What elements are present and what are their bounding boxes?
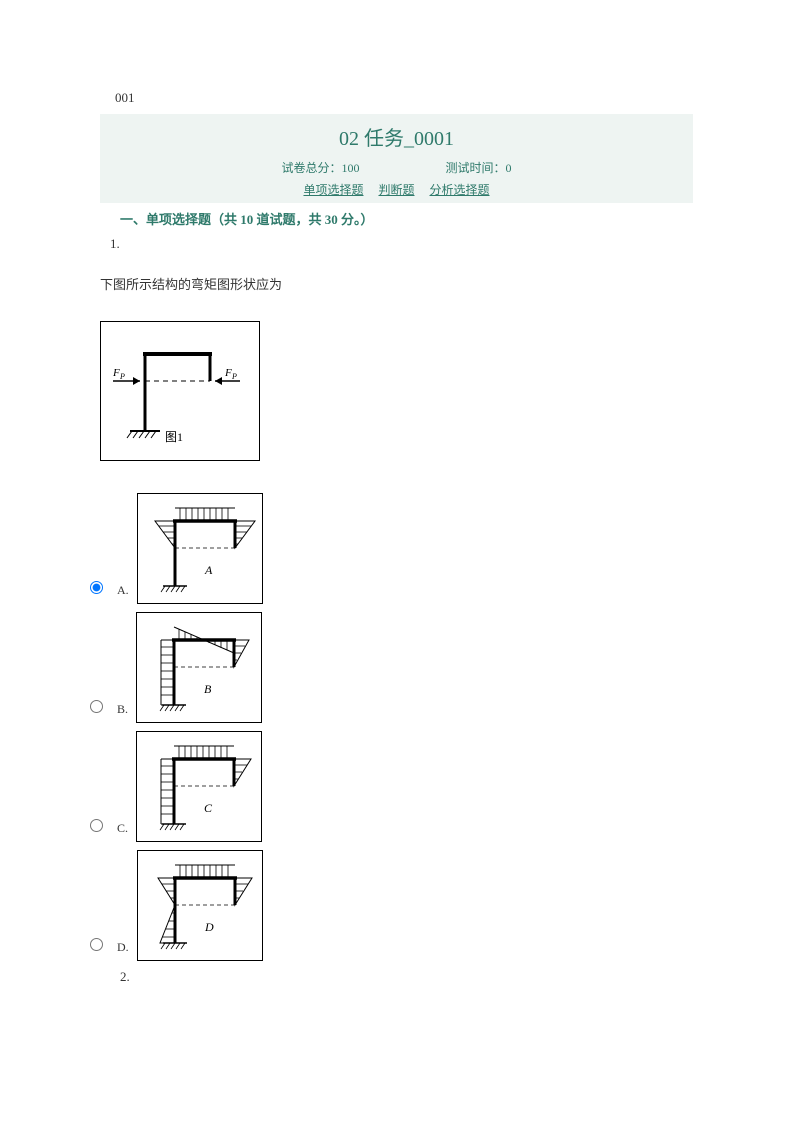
option-d-figure: D <box>137 850 263 961</box>
svg-text:P: P <box>231 372 237 381</box>
question-2-number: 2. <box>120 969 693 985</box>
option-b-row: B. <box>90 612 693 723</box>
score-value: 100 <box>342 161 360 176</box>
doc-id: 001 <box>115 90 693 106</box>
question-1-number: 1. <box>100 236 693 252</box>
exam-title: 02 任务_0001 <box>100 122 693 151</box>
question-1-figure: F P F P 图1 <box>100 321 260 461</box>
svg-text:图1: 图1 <box>165 430 183 444</box>
question-1-options: A. <box>90 493 693 961</box>
link-single-choice[interactable]: 单项选择题 <box>303 183 363 197</box>
link-analysis-choice[interactable]: 分析选择题 <box>430 183 490 197</box>
score-label: 试卷总分： <box>281 159 341 176</box>
option-b-figure: B <box>136 612 262 723</box>
svg-text:F: F <box>112 367 120 379</box>
time-label: 测试时间： <box>446 159 506 176</box>
option-c-label: C. <box>117 821 128 836</box>
svg-text:F: F <box>224 367 232 379</box>
exam-meta: 试卷总分：100 测试时间：0 <box>100 159 693 176</box>
svg-text:A: A <box>204 563 213 577</box>
option-d-row: D. <box>90 850 693 961</box>
question-1-text: 下图所示结构的弯矩图形状应为 <box>100 274 693 293</box>
option-a-radio[interactable] <box>90 581 103 594</box>
svg-text:D: D <box>204 920 214 934</box>
svg-text:B: B <box>204 682 212 696</box>
option-c-figure: C <box>136 731 262 842</box>
option-b-label: B. <box>117 702 128 717</box>
nav-links: 单项选择题 判断题 分析选择题 <box>100 181 693 198</box>
option-a-label: A. <box>117 583 129 598</box>
option-c-row: C. <box>90 731 693 842</box>
section-heading: 一、单项选择题（共 10 道试题，共 30 分。） <box>100 203 693 232</box>
link-judgement[interactable]: 判断题 <box>378 183 414 197</box>
option-b-radio[interactable] <box>90 700 103 713</box>
svg-text:P: P <box>119 372 125 381</box>
option-d-label: D. <box>117 940 129 955</box>
svg-text:C: C <box>204 801 213 815</box>
option-d-radio[interactable] <box>90 938 103 951</box>
time-value: 0 <box>506 161 512 176</box>
exam-header: 02 任务_0001 试卷总分：100 测试时间：0 单项选择题 判断题 分析选… <box>100 114 693 203</box>
option-a-row: A. <box>90 493 693 604</box>
option-a-figure: A <box>137 493 263 604</box>
option-c-radio[interactable] <box>90 819 103 832</box>
